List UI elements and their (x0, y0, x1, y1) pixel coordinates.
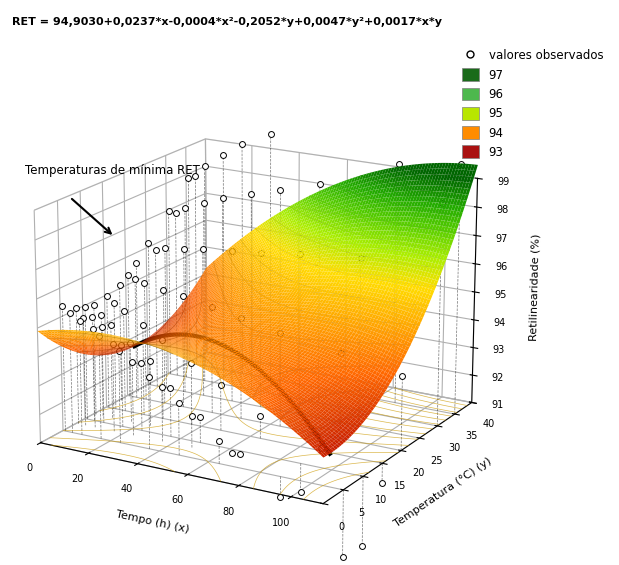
Legend: valores observados, 97, 96, 95, 94, 93: valores observados, 97, 96, 95, 94, 93 (458, 45, 607, 162)
Text: RET = 94,9030+0,0237*x-0,0004*x²-0,2052*y+0,0047*y²+0,0017*x*y: RET = 94,9030+0,0237*x-0,0004*x²-0,2052*… (12, 17, 443, 27)
Y-axis label: Temperatura (°C) (y): Temperatura (°C) (y) (392, 455, 493, 529)
Text: Temperaturas de mínima RET: Temperaturas de mínima RET (25, 164, 200, 177)
X-axis label: Tempo (h) (x): Tempo (h) (x) (115, 509, 190, 534)
